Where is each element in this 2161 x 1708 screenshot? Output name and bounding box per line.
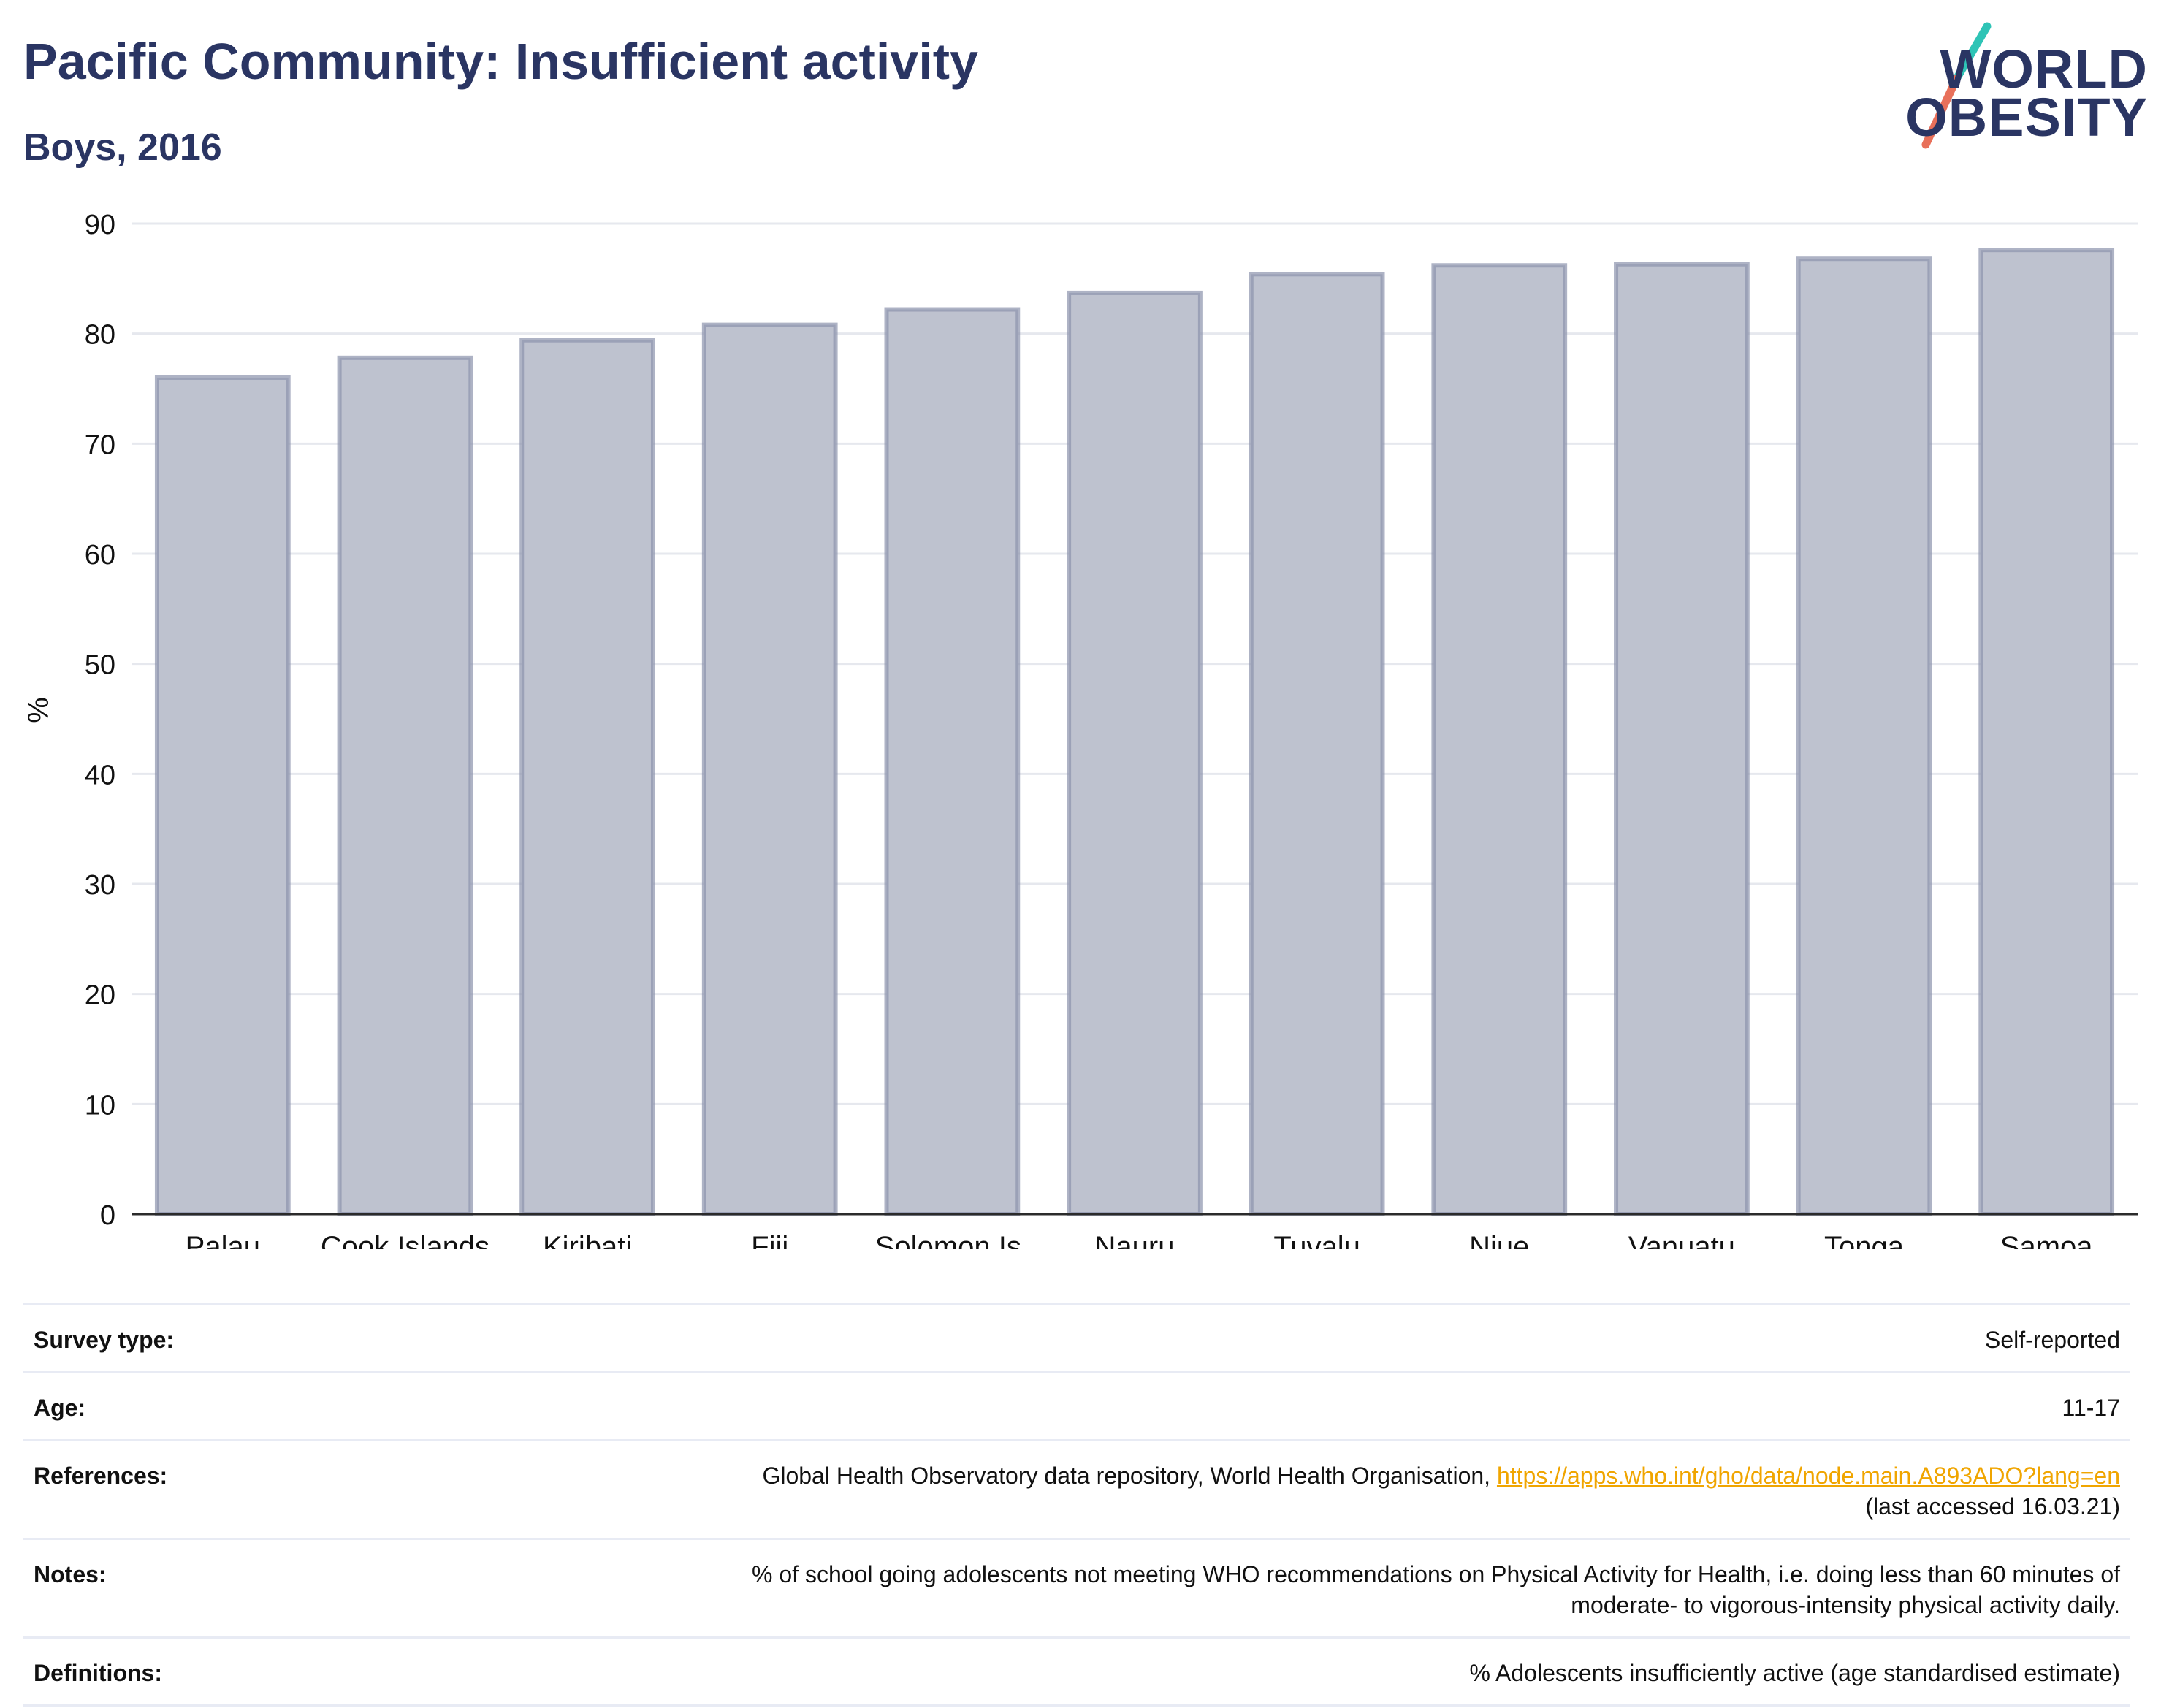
bar-chart: 0 10 20 30 40 50 60 70 80 90 Palau Cook Islands Kiri… xyxy=(23,210,2138,1249)
age-label: Age: xyxy=(34,1395,86,1421)
bar-kiribati xyxy=(519,338,655,1216)
info-row-references: References: Global Health Observatory da… xyxy=(23,1439,2130,1538)
info-row-age: Age: 11-17 xyxy=(23,1371,2130,1439)
definitions-value: % Adolescents insufficiently active (age… xyxy=(1469,1660,2120,1686)
x-tick-label: Kiribati xyxy=(543,1231,632,1249)
bar-tonga xyxy=(1796,256,1932,1216)
chart-title: Pacific Community: Insufficient activity xyxy=(23,33,978,90)
y-tick-label: 90 xyxy=(85,210,115,240)
bar-niue xyxy=(1431,263,1568,1217)
references-text: Global Health Observatory data repositor… xyxy=(762,1463,1491,1489)
y-tick-label: 10 xyxy=(85,1090,115,1121)
y-tick-label: 80 xyxy=(85,320,115,351)
y-tick-label: 0 xyxy=(100,1200,115,1231)
references-accessed: (last accessed 16.03.21) xyxy=(1865,1493,2120,1520)
x-tick-label: Nauru xyxy=(1095,1231,1175,1249)
y-tick-label: 20 xyxy=(85,980,115,1011)
x-tick-label: Palau xyxy=(186,1231,260,1249)
y-axis-label: % xyxy=(23,697,55,723)
logo-slash-icon xyxy=(1921,22,1992,149)
x-tick-label: Tonga xyxy=(1824,1231,1905,1249)
y-tick-label: 50 xyxy=(85,650,115,681)
references-value: Global Health Observatory data repositor… xyxy=(282,1460,2120,1522)
notes-line-2: moderate- to vigorous-intensity physical… xyxy=(1571,1592,2120,1618)
notes-line-1: % of school going adolescents not meetin… xyxy=(752,1561,2120,1587)
x-tick-label: Niue xyxy=(1469,1231,1529,1249)
chart-subtitle: Boys, 2016 xyxy=(23,126,222,169)
survey-type-value: Self-reported xyxy=(1985,1327,2120,1353)
x-tick-label: Solomon Is. xyxy=(875,1231,1029,1249)
bars xyxy=(154,248,2115,1217)
definitions-label: Definitions: xyxy=(34,1660,162,1686)
age-value: 11-17 xyxy=(2062,1395,2120,1421)
bar-samoa xyxy=(1978,248,2115,1216)
y-tick-label: 40 xyxy=(85,760,115,790)
info-table: Survey type: Self-reported Age: 11-17 Re… xyxy=(23,1303,2130,1707)
y-tick-label: 30 xyxy=(85,870,115,901)
y-tick-label: 60 xyxy=(85,540,115,571)
notes-value: % of school going adolescents not meetin… xyxy=(282,1559,2120,1620)
x-tick-label: Samoa xyxy=(2000,1231,2093,1249)
info-row-notes: Notes: % of school going adolescents not… xyxy=(23,1538,2130,1636)
x-tick-label: Fiji xyxy=(751,1231,788,1249)
world-obesity-logo: WORLD OBESITY xyxy=(1899,20,2148,159)
notes-label: Notes: xyxy=(34,1561,107,1587)
survey-type-label: Survey type: xyxy=(34,1327,175,1353)
references-link[interactable]: https://apps.who.int/gho/data/node.main.… xyxy=(1496,1463,2120,1489)
x-tick-label: Cook Islands xyxy=(321,1231,489,1249)
bar-palau xyxy=(154,375,291,1216)
bar-fiji xyxy=(701,322,838,1217)
info-row-survey-type: Survey type: Self-reported xyxy=(23,1303,2130,1371)
bar-nauru xyxy=(1067,290,1203,1216)
x-tick-label: Tuvalu xyxy=(1273,1231,1360,1249)
references-label: References: xyxy=(34,1463,168,1489)
bar-vanuatu xyxy=(1614,262,1750,1216)
info-row-definitions: Definitions: % Adolescents insufficientl… xyxy=(23,1636,2130,1707)
bar-cook-islands xyxy=(337,355,473,1216)
y-tick-label: 70 xyxy=(85,430,115,460)
x-tick-label: Vanuatu xyxy=(1628,1231,1735,1249)
bar-tuvalu xyxy=(1249,272,1385,1217)
logo-text-obesity: OBESITY xyxy=(1905,87,2148,148)
logo-text-world: WORLD xyxy=(1940,39,2148,99)
axes: 0 10 20 30 40 50 60 70 80 90 Palau Cook Islands Kiri… xyxy=(85,210,2138,1249)
bar-solomon-is xyxy=(884,307,1021,1216)
